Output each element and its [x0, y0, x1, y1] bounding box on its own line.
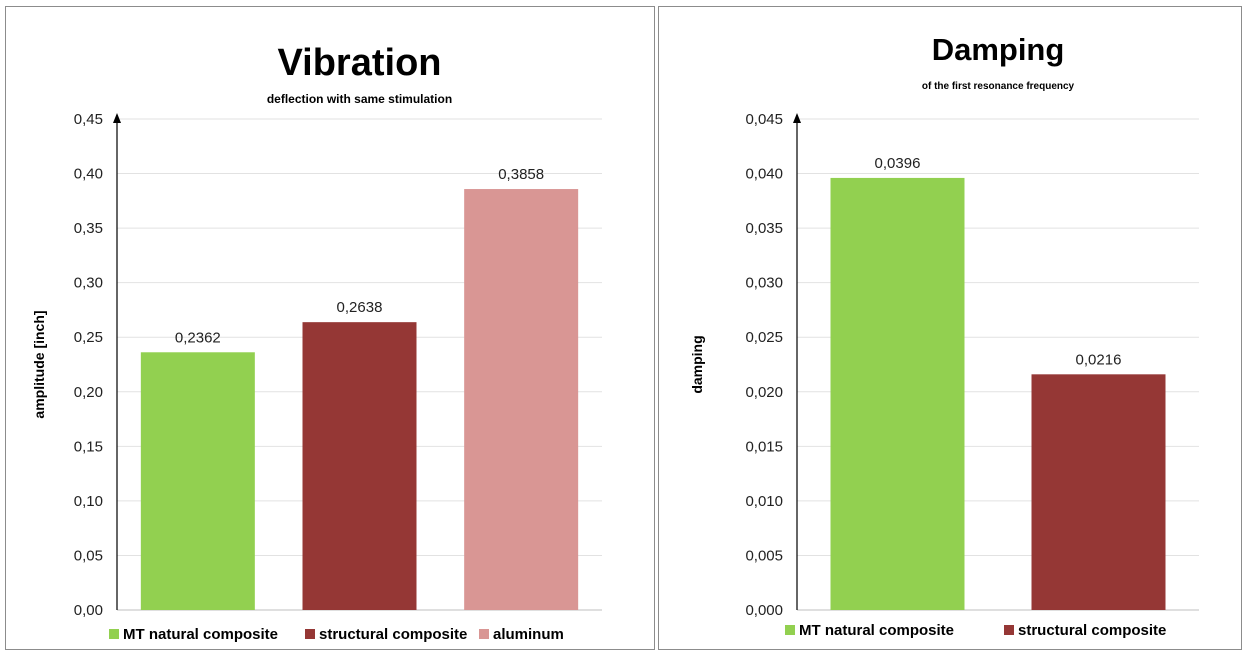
- legend-label: structural composite: [1018, 622, 1166, 639]
- legend-label: aluminum: [493, 626, 564, 643]
- y-tick-label: 0,00: [74, 602, 103, 619]
- chart-subtitle: of the first resonance frequency: [922, 81, 1075, 92]
- data-label: 0,0216: [1076, 351, 1122, 368]
- vibration-chart-panel: Vibration deflection with same stimulatio…: [5, 6, 655, 650]
- y-tick-label: 0,025: [745, 329, 783, 346]
- y-tick-label: 0,05: [74, 547, 103, 564]
- y-tick-label: 0,000: [745, 602, 783, 619]
- y-tick-label: 0,25: [74, 329, 103, 346]
- y-tick-label: 0,40: [74, 166, 103, 183]
- y-tick-label: 0,20: [74, 384, 103, 401]
- y-axis-arrow-icon: [793, 113, 801, 123]
- legend-swatch: [109, 629, 119, 639]
- y-tick-label: 0,15: [74, 438, 103, 455]
- bar: [464, 189, 579, 611]
- bar: [830, 177, 965, 611]
- y-tick-label: 0,035: [745, 220, 783, 237]
- y-tick-label: 0,30: [74, 275, 103, 292]
- legend-label: MT natural composite: [123, 626, 278, 643]
- legend-label: structural composite: [319, 626, 467, 643]
- y-tick-label: 0,35: [74, 220, 103, 237]
- data-label: 0,3858: [498, 166, 544, 183]
- data-label: 0,2638: [337, 299, 383, 316]
- chart-subtitle: deflection with same stimulation: [267, 92, 452, 106]
- chart-title: Damping: [932, 32, 1065, 67]
- legend-swatch: [785, 625, 795, 635]
- data-label: 0,0396: [875, 155, 921, 172]
- y-tick-label: 0,015: [745, 438, 783, 455]
- y-axis-arrow-icon: [113, 113, 121, 123]
- legend-swatch: [305, 629, 315, 639]
- y-tick-label: 0,45: [74, 111, 103, 128]
- y-tick-label: 0,040: [745, 166, 783, 183]
- y-tick-label: 0,030: [745, 275, 783, 292]
- y-tick-label: 0,005: [745, 547, 783, 564]
- legend-swatch: [1004, 625, 1014, 635]
- damping-chart: Damping of the first resonance frequency 0…: [689, 32, 1199, 639]
- chart-title: Vibration: [278, 42, 442, 84]
- damping-chart-panel: Damping of the first resonance frequency 0…: [658, 6, 1242, 650]
- bar: [302, 322, 417, 610]
- data-label: 0,2362: [175, 329, 221, 346]
- vibration-chart: Vibration deflection with same stimulatio…: [31, 42, 602, 643]
- bar: [1031, 374, 1166, 610]
- y-tick-label: 0,045: [745, 111, 783, 128]
- legend-swatch: [479, 629, 489, 639]
- y-tick-label: 0,020: [745, 384, 783, 401]
- bar: [140, 352, 255, 610]
- y-tick-label: 0,10: [74, 493, 103, 510]
- y-tick-label: 0,010: [745, 493, 783, 510]
- y-axis-label: amplitude [inch]: [31, 310, 47, 418]
- legend-label: MT natural composite: [799, 622, 954, 639]
- y-axis-label: damping: [689, 335, 705, 393]
